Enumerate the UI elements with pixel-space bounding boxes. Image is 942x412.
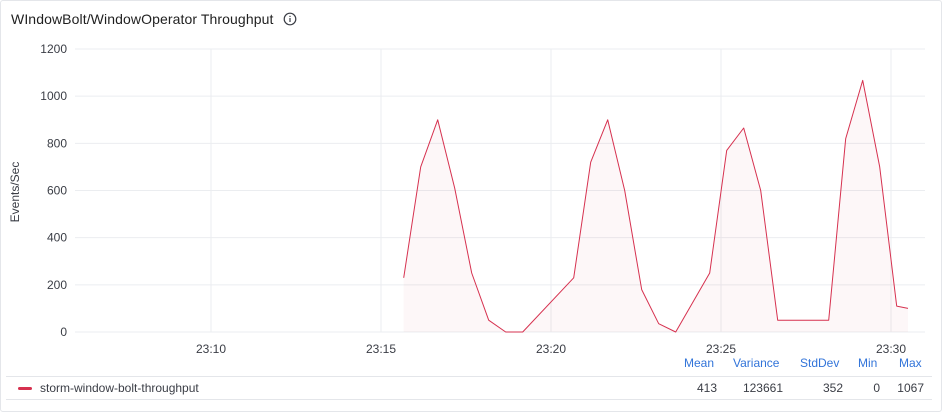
y-tick-label: 600: [47, 184, 67, 198]
legend-series-name[interactable]: storm-window-bolt-throughput: [40, 381, 199, 395]
stat-header-stddev[interactable]: StdDev: [800, 356, 840, 370]
x-tick-label: 23:30: [876, 342, 906, 356]
stat-value-min: 0: [873, 381, 880, 395]
y-tick-label: 1000: [40, 89, 67, 103]
x-tick-label: 23:10: [196, 342, 226, 356]
stat-header-max[interactable]: Max: [899, 356, 922, 370]
stat-value-mean: 413: [696, 381, 717, 395]
chart-grid: [75, 48, 925, 333]
stat-header-min[interactable]: Min: [858, 356, 878, 370]
stat-value-variance: 123661: [742, 381, 783, 395]
legend-color-swatch[interactable]: [18, 387, 32, 390]
series-area-fill: [403, 80, 908, 333]
y-axis-ticks: 0 200 400 600 800 1000 1200: [40, 42, 67, 339]
x-axis-ticks: 23:10 23:15 23:20 23:25 23:30: [196, 342, 906, 356]
y-tick-label: 1200: [40, 42, 67, 56]
stat-value-max: 1067: [897, 381, 924, 395]
y-tick-label: 200: [47, 278, 67, 292]
panel-title[interactable]: WIndowBolt/WindowOperator Throughput: [11, 11, 274, 27]
panel-header: WIndowBolt/WindowOperator Throughput: [11, 9, 297, 29]
x-tick-label: 23:20: [536, 342, 566, 356]
x-tick-label: 23:15: [366, 342, 396, 356]
info-circle-icon[interactable]: [283, 12, 297, 26]
y-axis-label: Events/Sec: [8, 162, 22, 223]
y-tick-label: 800: [47, 136, 67, 150]
stat-value-stddev: 352: [822, 381, 843, 395]
y-tick-label: 400: [47, 231, 67, 245]
series-area: [403, 80, 908, 333]
y-tick-label: 0: [60, 325, 67, 339]
x-tick-label: 23:25: [706, 342, 736, 356]
stat-header-variance[interactable]: Variance: [733, 356, 780, 370]
stat-header-mean[interactable]: Mean: [684, 356, 715, 370]
series-line: [403, 79, 909, 333]
legend-row[interactable]: storm-window-bolt-throughput: [6, 376, 932, 400]
series-line-path: [403, 79, 909, 333]
